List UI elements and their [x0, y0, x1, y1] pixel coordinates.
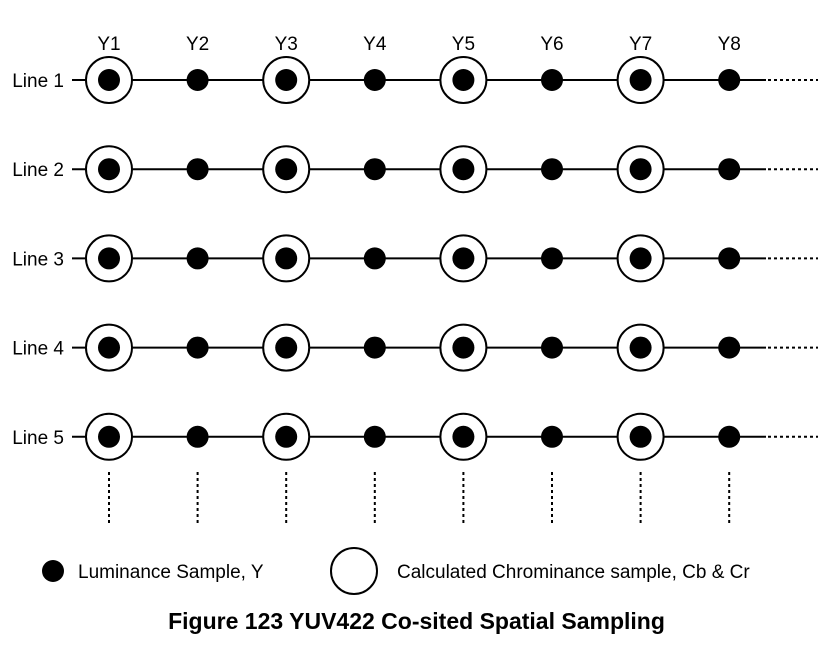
row-label: Line 2 — [12, 160, 64, 181]
luminance-sample — [541, 247, 563, 270]
luminance-sample — [541, 425, 563, 448]
row-label: Line 1 — [12, 71, 64, 92]
luminance-sample — [275, 425, 298, 448]
luminance-sample — [718, 247, 741, 270]
luminance-sample — [629, 158, 652, 181]
luminance-sample — [275, 336, 298, 359]
column-labels: Y1 Y2 Y3 Y4 Y5 Y6 Y7 Y8 — [97, 34, 740, 55]
luminance-sample — [629, 425, 652, 448]
luminance-sample — [186, 425, 209, 448]
column-label-y5: Y5 — [452, 34, 475, 55]
row-line-1: Line 1 — [12, 56, 818, 104]
luminance-sample — [452, 336, 475, 359]
luminance-sample — [718, 69, 741, 91]
luminance-sample — [98, 336, 120, 359]
column-label-y3: Y3 — [275, 34, 298, 55]
luminance-sample — [186, 336, 209, 359]
legend-chrominance-label: Calculated Chrominance sample, Cb & Cr — [397, 562, 750, 583]
luminance-sample — [718, 425, 741, 448]
luminance-sample — [186, 247, 209, 270]
luminance-sample — [629, 69, 652, 91]
luminance-sample — [275, 247, 298, 270]
luminance-sample — [452, 69, 475, 91]
luminance-sample — [452, 425, 475, 448]
luminance-sample — [363, 158, 386, 181]
row-line-3: Line 3 — [12, 234, 818, 283]
column-label-y1: Y1 — [97, 34, 120, 55]
sampling-rows: Line 1 Line 2 Line 3 Line 4 Line 5 — [12, 56, 818, 461]
luminance-sample — [718, 336, 741, 359]
luminance-sample — [275, 158, 298, 181]
luminance-sample — [186, 158, 209, 181]
luminance-sample — [452, 158, 475, 181]
luminance-sample — [98, 69, 120, 91]
legend-chrominance-circle — [330, 547, 378, 595]
legend-luminance-label: Luminance Sample, Y — [78, 562, 264, 583]
row-label: Line 3 — [12, 249, 64, 270]
luminance-sample — [629, 247, 652, 270]
luminance-sample — [363, 336, 386, 359]
luminance-sample — [541, 69, 563, 91]
luminance-sample — [541, 336, 563, 359]
legend-luminance-dot — [42, 560, 64, 582]
luminance-sample — [363, 247, 386, 270]
luminance-sample — [452, 247, 475, 270]
row-line-2: Line 2 — [12, 145, 818, 194]
row-label: Line 4 — [12, 339, 64, 360]
column-label-y6: Y6 — [540, 34, 563, 55]
luminance-sample — [718, 158, 741, 181]
luminance-sample — [629, 336, 652, 359]
luminance-sample — [363, 69, 386, 91]
legend: Luminance Sample, Y Calculated Chrominan… — [42, 547, 750, 595]
row-line-5: Line 5 — [12, 412, 818, 461]
column-label-y7: Y7 — [629, 34, 652, 55]
row-label: Line 5 — [12, 428, 64, 449]
luminance-sample — [541, 158, 563, 181]
row-line-4: Line 4 — [12, 323, 818, 372]
luminance-sample — [363, 425, 386, 448]
luminance-sample — [98, 425, 120, 448]
luminance-sample — [98, 247, 120, 270]
column-label-y2: Y2 — [186, 34, 209, 55]
column-label-y4: Y4 — [363, 34, 387, 55]
luminance-sample — [275, 69, 298, 91]
luminance-sample — [98, 158, 120, 181]
figure-caption: Figure 123 YUV422 Co-sited Spatial Sampl… — [168, 608, 665, 634]
column-label-y8: Y8 — [718, 34, 741, 55]
luminance-sample — [186, 69, 209, 91]
vertical-continuation-lines — [108, 472, 731, 526]
